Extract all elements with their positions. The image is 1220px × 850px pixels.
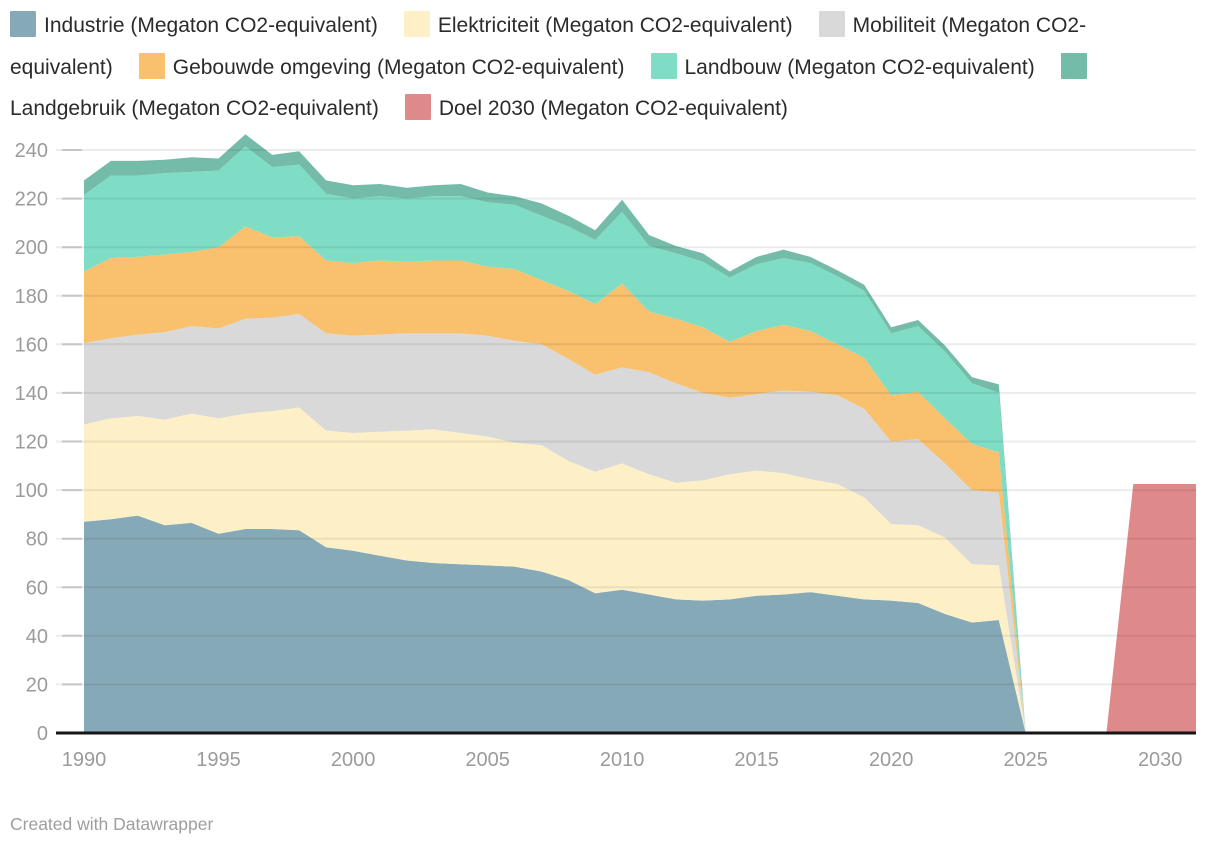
legend-item-label: Elektriciteit (Megaton CO2-equivalent) — [437, 14, 793, 37]
legend-item-label: Mobiliteit (Megaton CO2-equivalent) — [10, 14, 1087, 79]
y-axis-label: 20 — [26, 674, 48, 696]
y-axis-label: 40 — [26, 626, 48, 648]
mobiliteit-swatch-icon — [818, 11, 845, 37]
legend-item-label: Landbouw (Megaton CO2-equivalent) — [684, 55, 1035, 79]
landgebruik-swatch-icon — [1060, 52, 1087, 79]
x-axis-label: 2010 — [600, 749, 645, 771]
legend-item-label: Doel 2030 (Megaton CO2-equivalent) — [438, 97, 788, 120]
legend-item-landbouw: Landbouw (Megaton CO2-equivalent) — [650, 52, 1035, 79]
area-doel-2030[interactable] — [1106, 484, 1196, 733]
area-mobiliteit[interactable] — [84, 314, 1026, 733]
legend-item-label: Industrie (Megaton CO2-equivalent) — [44, 14, 378, 37]
legend-item-elektriciteit: Elektriciteit (Megaton CO2-equivalent) — [403, 11, 793, 37]
landbouw-swatch-icon — [650, 52, 677, 79]
x-axis-label: 2020 — [869, 749, 914, 771]
y-axis-label: 60 — [26, 577, 48, 599]
industrie-swatch-icon — [10, 11, 36, 37]
legend-item-industrie: Industrie (Megaton CO2-equivalent) — [10, 11, 378, 37]
x-axis-label: 2005 — [465, 749, 510, 771]
y-axis-label: 140 — [15, 383, 48, 405]
x-axis-label: 2030 — [1138, 749, 1183, 771]
x-axis-label: 2015 — [734, 749, 779, 771]
x-axis-label: 2025 — [1003, 749, 1048, 771]
y-axis-label: 160 — [15, 334, 48, 356]
y-axis-label: 240 — [15, 140, 48, 162]
x-axis-label: 2000 — [331, 749, 376, 771]
doel-2030-swatch-icon — [404, 94, 431, 120]
legend-item-label: Gebouwde omgeving (Megaton CO2-equivalen… — [172, 55, 625, 79]
elektriciteit-swatch-icon — [403, 11, 430, 37]
legend-item-landgebruik: Landgebruik (Megaton CO2-equivalent) — [10, 52, 1095, 120]
area-gebouwde-omgeving[interactable] — [84, 226, 1026, 734]
legend-item-gebouwde-omgeving: Gebouwde omgeving (Megaton CO2-equivalen… — [138, 52, 625, 79]
y-axis-label: 0 — [37, 723, 48, 745]
legend-item-doel-2030: Doel 2030 (Megaton CO2-equivalent) — [404, 94, 788, 120]
legend: Industrie (Megaton CO2-equivalent) Elektr… — [10, 5, 1208, 130]
y-axis-label: 200 — [15, 237, 48, 259]
y-axis-label: 220 — [15, 189, 48, 211]
area-industrie[interactable] — [84, 515, 1026, 733]
x-axis-label: 1990 — [62, 749, 107, 771]
gebouwde-omgeving-swatch-icon — [138, 52, 165, 79]
y-axis-label: 180 — [15, 286, 48, 308]
area-landbouw[interactable] — [84, 146, 1026, 733]
footer: Created with Datawrapper — [10, 814, 213, 835]
y-axis-label: 100 — [15, 480, 48, 502]
datawrapper-credit-link[interactable]: Created with Datawrapper — [10, 814, 214, 834]
legend-item-label: Landgebruik (Megaton CO2-equivalent) — [10, 97, 379, 120]
y-axis-label: 80 — [26, 529, 48, 551]
y-axis-label: 120 — [15, 432, 48, 454]
area-elektriciteit[interactable] — [84, 407, 1026, 734]
x-axis-label: 1995 — [196, 749, 241, 771]
legend-item-mobiliteit: Mobiliteit (Megaton CO2-equivalent) — [10, 11, 1087, 79]
